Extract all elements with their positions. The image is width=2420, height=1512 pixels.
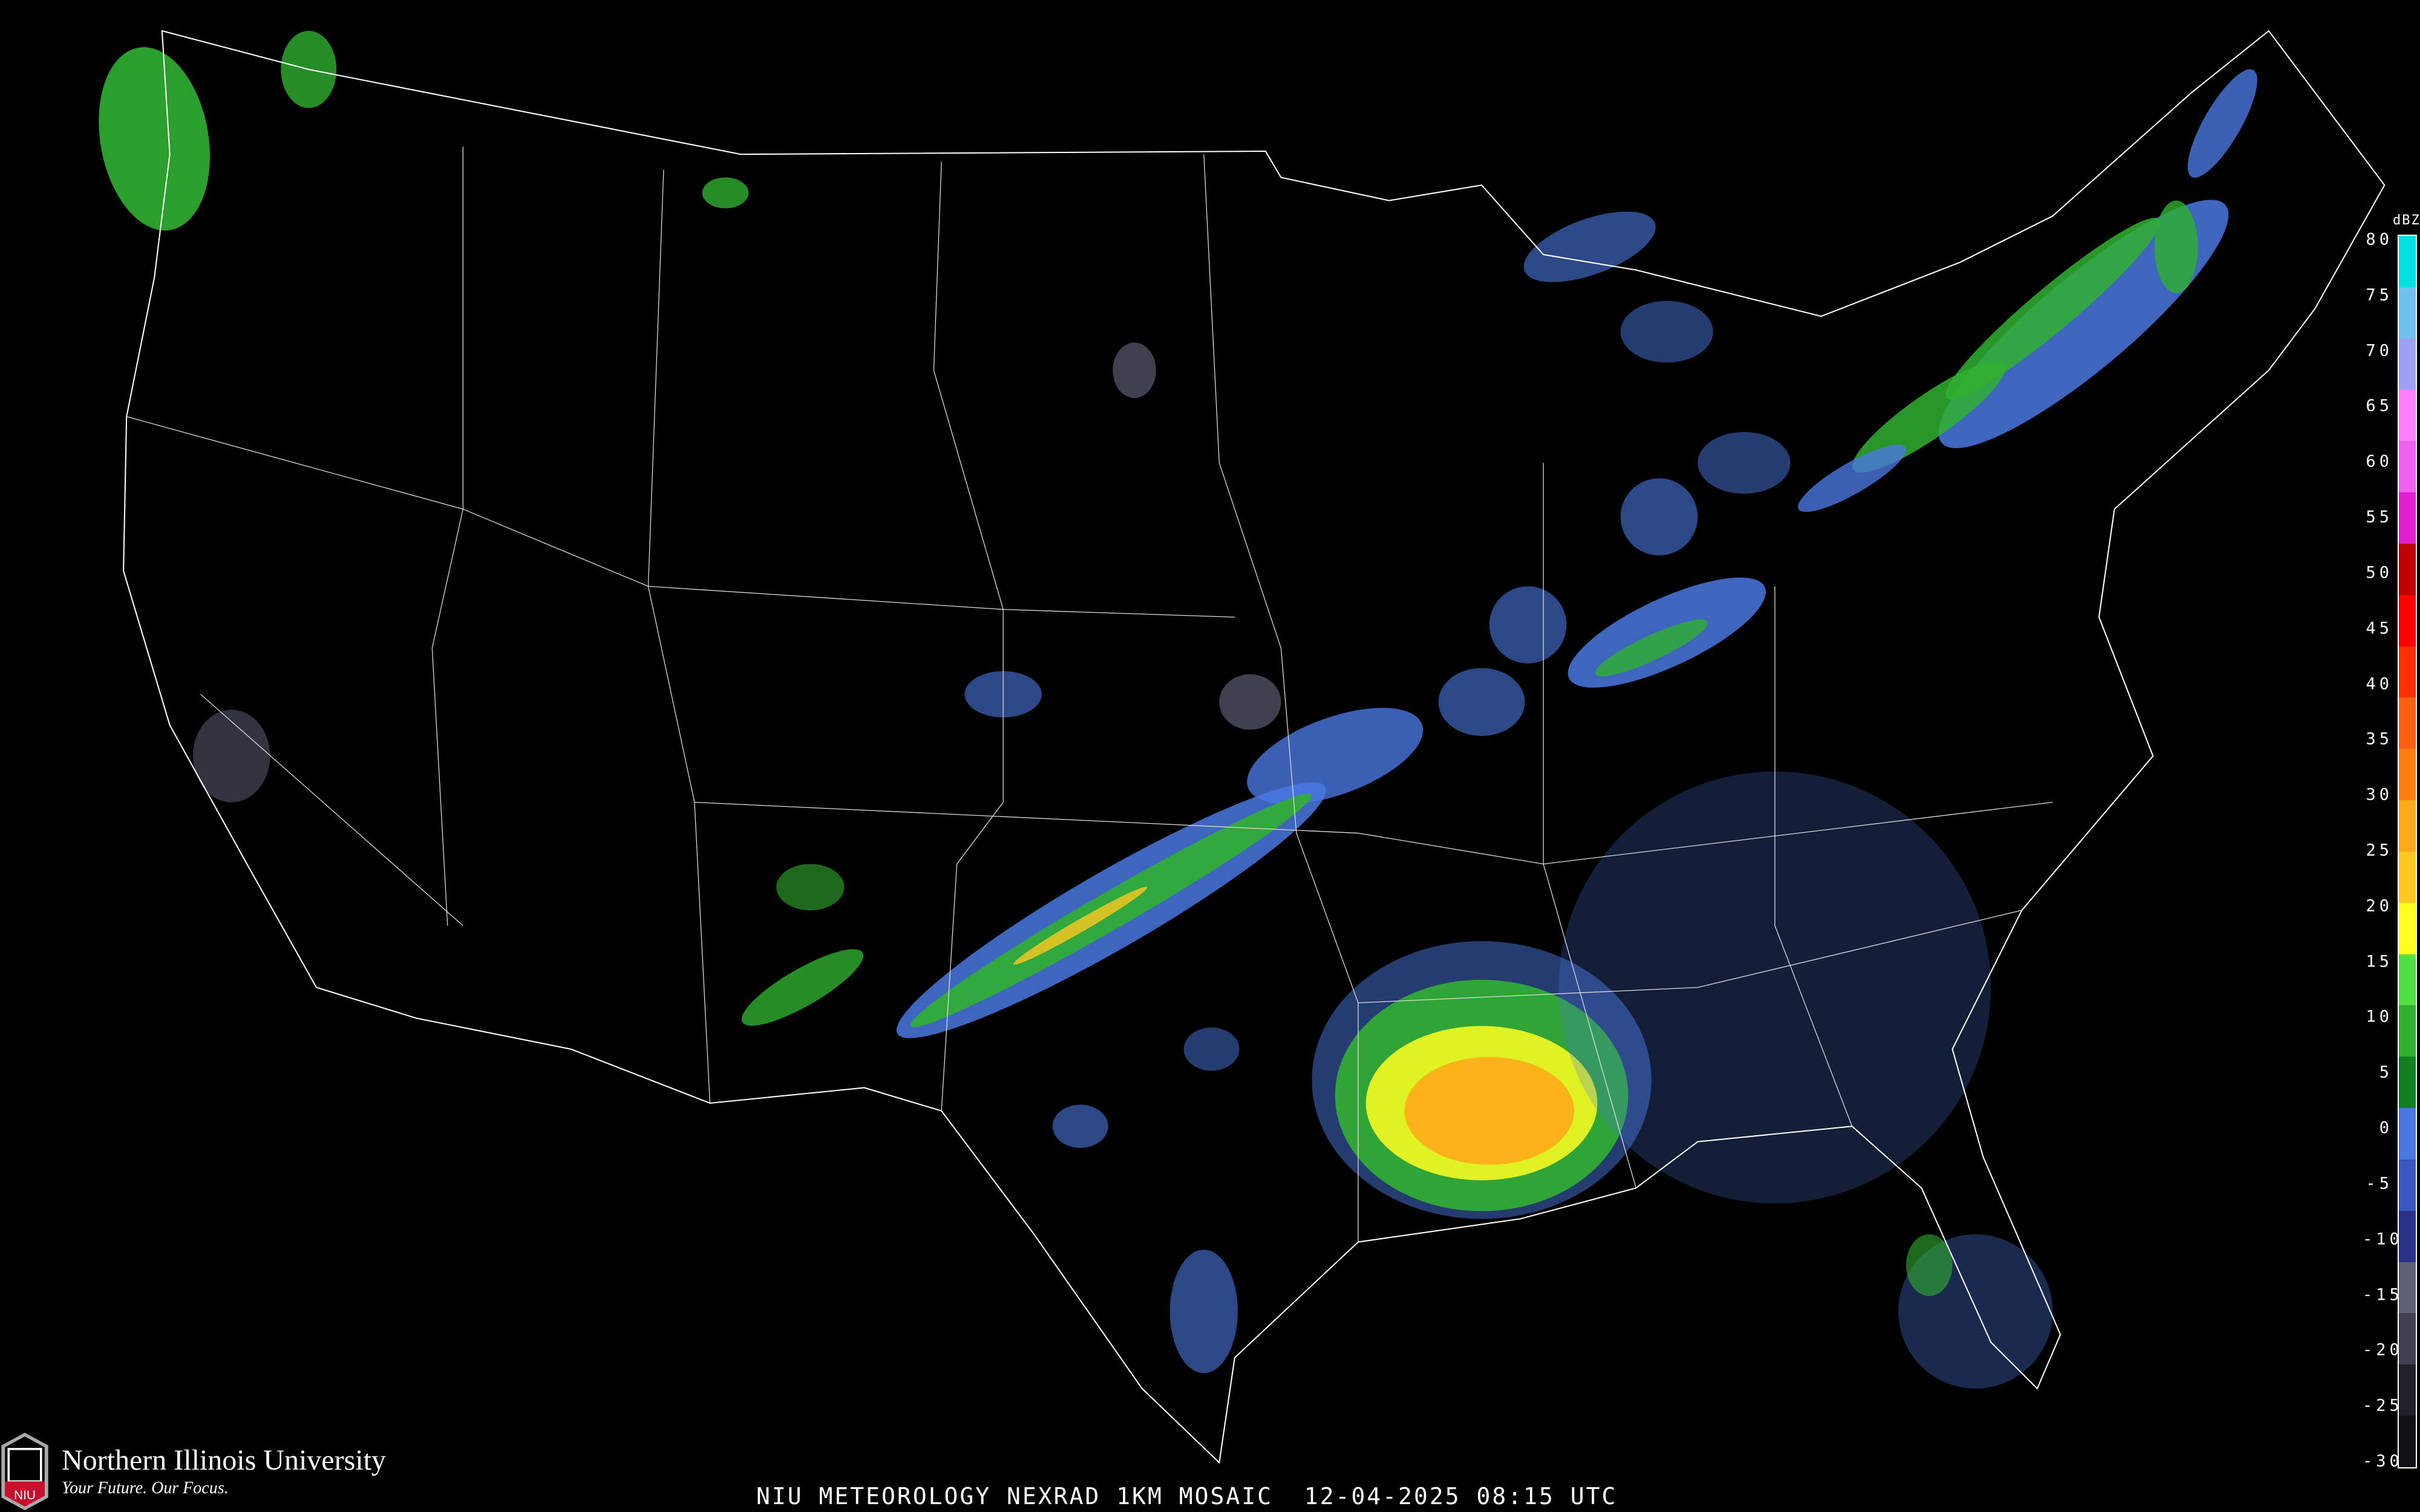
radar-echo xyxy=(741,949,864,1026)
legend-tick-label: -15 xyxy=(2363,1285,2403,1305)
radar-echo xyxy=(1183,1027,1240,1071)
radar-echo xyxy=(1404,1057,1575,1165)
legend-tick-label: 30 xyxy=(2366,785,2393,804)
legend-tick-label: 60 xyxy=(2366,452,2393,471)
radar-echo xyxy=(1219,674,1281,730)
radar-echo xyxy=(1797,445,1906,512)
radar-echo xyxy=(192,709,270,803)
legend-swatch xyxy=(2399,1210,2416,1262)
legend-swatch xyxy=(2399,1416,2416,1467)
radar-echo xyxy=(1169,1250,1238,1374)
legend-swatch xyxy=(2399,1108,2416,1159)
legend-swatch xyxy=(2399,492,2416,544)
legend-swatch xyxy=(2399,1313,2416,1365)
legend-swatch xyxy=(2399,236,2416,287)
legend-tick-label: -5 xyxy=(2366,1174,2393,1193)
conus-outline xyxy=(123,30,2386,1464)
legend-swatch xyxy=(2399,1364,2416,1416)
legend-tick-label: 35 xyxy=(2366,729,2393,749)
legend-tick-label: 5 xyxy=(2379,1063,2393,1082)
radar-echo xyxy=(1558,771,1991,1204)
legend-swatch xyxy=(2399,338,2416,390)
legend-swatch xyxy=(2399,954,2416,1006)
legend-tick-label: 25 xyxy=(2366,841,2393,860)
legend-swatch xyxy=(2399,1159,2416,1211)
legend-tick-label: -25 xyxy=(2363,1396,2403,1415)
legend-tick-label: 10 xyxy=(2366,1007,2393,1026)
radar-echo xyxy=(1698,432,1791,494)
niu-logo: NIU Northern Illinois University Your Fu… xyxy=(1,1432,386,1511)
legend-tick-label: 65 xyxy=(2366,396,2393,415)
legend-swatch xyxy=(2399,1262,2416,1314)
niu-logo-mark: NIU xyxy=(1,1433,48,1510)
radar-echo xyxy=(1523,211,1656,282)
radar-echo xyxy=(1620,478,1698,556)
legend-swatch xyxy=(2399,543,2416,595)
reflectivity-color-bar xyxy=(2398,235,2417,1468)
radar-echo xyxy=(1113,342,1156,399)
radar-echo xyxy=(1595,619,1708,677)
legend-swatch xyxy=(2399,389,2416,442)
legend-tick-label: -30 xyxy=(2363,1452,2403,1471)
legend-swatch xyxy=(2399,287,2416,339)
product-title: NIU METEOROLOGY NEXRAD 1KM MOSAIC 12-04-… xyxy=(756,1483,1618,1510)
legend-unit: dBZ xyxy=(2393,213,2420,228)
logo-name: Northern Illinois University xyxy=(62,1444,386,1476)
legend-swatch xyxy=(2399,646,2416,698)
legend-swatch xyxy=(2399,851,2416,903)
legend-swatch xyxy=(2399,697,2416,749)
radar-echo xyxy=(1938,200,2229,449)
legend-tick-label: 55 xyxy=(2366,507,2393,527)
legend-swatch xyxy=(2399,595,2416,647)
radar-echo xyxy=(1906,1234,1953,1296)
legend-tick-label: 40 xyxy=(2366,674,2393,694)
radar-echo xyxy=(1438,668,1525,736)
legend-tick-label: 0 xyxy=(2379,1118,2393,1138)
legend-swatch xyxy=(2399,800,2416,852)
legend-swatch xyxy=(2399,902,2416,954)
radar-echo xyxy=(1489,586,1567,663)
radar-echo xyxy=(99,47,210,231)
logo-tagline: Your Future. Our Focus. xyxy=(62,1479,229,1497)
radar-echo xyxy=(1247,708,1424,804)
state-borders xyxy=(126,146,2053,1242)
radar-echo xyxy=(1620,301,1713,363)
radar-echo xyxy=(1013,887,1148,965)
svg-text:NIU: NIU xyxy=(14,1488,36,1502)
legend-tick-label: -10 xyxy=(2363,1230,2403,1249)
legend-tick-label: 15 xyxy=(2366,952,2393,971)
legend-tick-label: 80 xyxy=(2366,230,2393,249)
radar-echo xyxy=(1852,360,2006,473)
legend-tick-label: -20 xyxy=(2363,1340,2403,1360)
radar-echo xyxy=(2187,69,2257,178)
legend-tick-label: 70 xyxy=(2366,341,2393,360)
radar-echo xyxy=(1945,218,2160,400)
legend-tick-label: 20 xyxy=(2366,896,2393,916)
radar-echo xyxy=(702,177,749,209)
legend-swatch xyxy=(2399,1057,2416,1109)
legend-swatch xyxy=(2399,749,2416,801)
legend-tick-label: 75 xyxy=(2366,285,2393,305)
radar-echo xyxy=(776,864,845,911)
legend-tick-label: 45 xyxy=(2366,619,2393,638)
radar-echo xyxy=(1052,1104,1108,1148)
radar-echo xyxy=(2154,200,2198,293)
radar-echoes xyxy=(99,31,2257,1389)
legend-swatch xyxy=(2399,1005,2416,1057)
legend-tick-label: 50 xyxy=(2366,563,2393,582)
legend-swatch xyxy=(2399,441,2416,493)
